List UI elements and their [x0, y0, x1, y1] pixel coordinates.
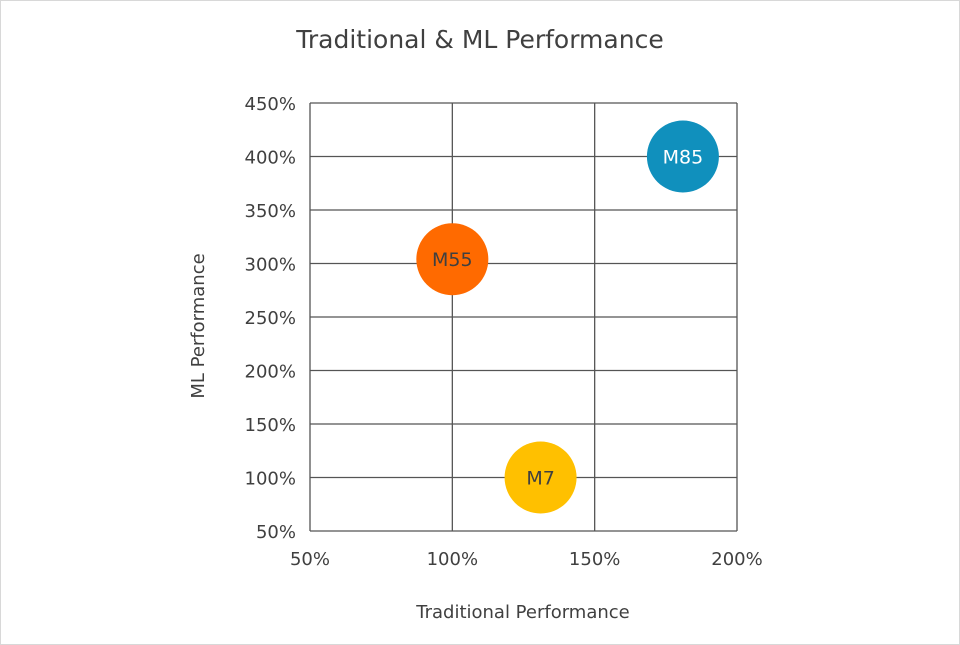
- y-tick-label: 100%: [245, 469, 296, 490]
- x-tick-label: 200%: [711, 549, 762, 570]
- y-tick-label: 50%: [256, 522, 296, 543]
- y-tick-label: 200%: [245, 362, 296, 383]
- y-tick-label: 450%: [245, 94, 296, 115]
- y-tick-label: 300%: [245, 255, 296, 276]
- bubble-label: M55: [432, 249, 473, 271]
- bubble-m7: [504, 441, 577, 514]
- y-tick-label: 350%: [245, 201, 296, 222]
- x-tick-label: 150%: [569, 549, 620, 570]
- x-tick-label: 50%: [290, 549, 330, 570]
- x-tick-label: 100%: [427, 549, 478, 570]
- chart-title: Traditional & ML Performance: [295, 25, 663, 54]
- y-axis-label: ML Performance: [188, 253, 209, 398]
- bubble-label: M85: [663, 147, 704, 169]
- y-tick-label: 150%: [245, 415, 296, 436]
- y-tick-label: 250%: [245, 308, 296, 329]
- x-axis-label: Traditional Performance: [415, 602, 630, 623]
- y-tick-label: 400%: [245, 148, 296, 169]
- bubble-label: M7: [526, 468, 554, 490]
- bubble-m55: [416, 223, 489, 296]
- bubble-m85: [646, 120, 719, 193]
